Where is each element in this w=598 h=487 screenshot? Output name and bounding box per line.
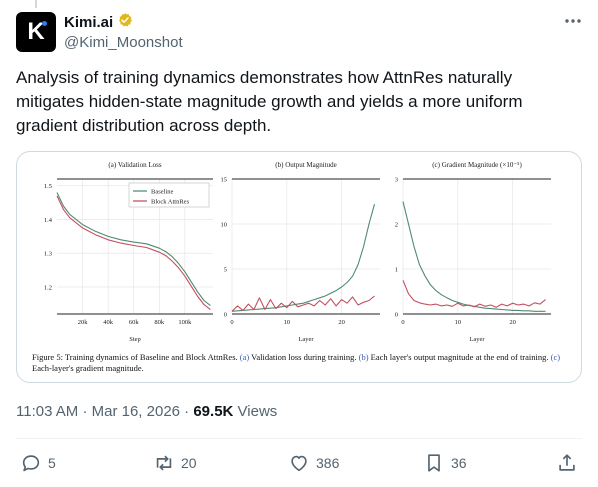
panel-2-x-tick-label: 10 [284,319,291,326]
panel-2-y-tick-label: 0 [224,311,227,318]
panel-1-x-tick-label: 20k [78,319,89,326]
repost-button[interactable]: 20 [153,452,197,474]
panel-1-series-block-attnres [56,195,211,311]
share-button[interactable] [556,452,578,474]
figure-charts: (a) Validation Loss 20k 40k 60k 80k 100k 1.2 1.… [44,161,551,343]
panel-2-x-tick-label: 20 [338,319,345,326]
panel-2-y-tick-label: 15 [221,176,228,183]
caption-tag-b: (b) [358,352,369,362]
panel-3-series-block-attnres [402,280,546,308]
panel-1-y-tick-label: 1.5 [44,183,52,190]
panel-1-legend-label: Baseline [151,188,173,195]
avatar[interactable]: K [16,12,56,52]
like-button[interactable]: 386 [288,452,339,474]
panel-2-series-block-attnres [231,295,375,312]
repost-icon [156,455,172,471]
panel-2-x-axis-label: Layer [298,336,314,343]
figure-caption: Figure 5: Training dynamics of Baseline … [32,352,572,374]
panel-1-legend-box [128,182,210,208]
panel-1-series-baseline [56,192,211,307]
panel-3-y-tick-label: 1 [395,266,398,273]
caption-lead: Figure 5: Training dynamics of Baseline … [32,352,240,362]
reply-count: 5 [48,455,56,471]
panel-1-x-tick-label: 40k [103,319,114,326]
caption-tag-c: (c) [550,352,561,362]
panel-2-y-tick-label: 5 [224,266,227,273]
panel-1-x-tick-label: 60k [129,319,140,326]
thread-connector-line [35,0,37,8]
panel-1-x-tick-label: 80k [154,319,165,326]
views-count: 69.5K [193,403,234,420]
caption-text-b: Each layer's output magnitude at the end… [368,352,551,362]
repost-count: 20 [181,455,197,471]
views-label: Views [237,403,278,420]
bookmark-button[interactable]: 36 [423,452,467,474]
caption-text-c: Each-layer's gradient magnitude. [32,363,144,373]
panel-1-x-axis-label: Step [129,336,141,343]
tweet-media-figure[interactable]: (a) Validation Loss 20k 40k 60k 80k 100k 1.2 1.… [16,151,582,383]
avatar-logo-letter: K [27,18,45,45]
panel-1-x-tick-label: 100k [178,319,192,326]
panel-3-x-tick-label: 20 [509,319,516,326]
caption-text-a: Validation loss during training. [249,352,359,362]
tweet-text: Analysis of training dynamics demonstrat… [16,68,523,135]
panel-1-title: (a) Validation Loss [108,161,161,169]
panel-3-title: (c) Gradient Magnitude (×10⁻⁵) [432,161,522,169]
panel-1-legend-label: Block AttnRes [151,198,190,205]
meta-separator: · [184,403,190,420]
panel-1-y-tick-label: 1.3 [44,251,52,258]
reply-icon [22,455,40,472]
tweet-time[interactable]: 11:03 AM [16,403,79,420]
reply-button[interactable]: 5 [20,452,56,474]
panel-3-y-tick-label: 2 [395,221,398,228]
heart-icon [291,455,307,472]
panel-3-x-axis-label: Layer [469,336,485,343]
avatar-logo-dot [42,21,47,26]
caption-tag-a: (a) [239,352,250,362]
share-icon [559,454,575,471]
panel-2-series-baseline [231,204,376,312]
panel-1-y-tick-label: 1.2 [44,284,52,291]
meta-separator: · [82,403,88,420]
bookmark-count: 36 [451,455,467,471]
bookmark-icon [428,454,440,472]
actions-divider [16,438,582,439]
like-count: 386 [316,455,340,471]
panel-3-x-tick-label: 10 [455,319,462,326]
panel-2-y-tick-label: 10 [221,221,228,228]
author-name-row: Kimi.ai [64,12,133,33]
more-options-icon[interactable] [562,10,584,32]
panel-2-title: (b) Output Magnitude [275,161,336,169]
panel-3-y-tick-label: 0 [395,311,398,318]
panel-1-y-tick-label: 1.4 [44,217,53,224]
panel-3-y-tick-label: 3 [395,176,398,183]
panel-2-x-tick-label: 0 [230,319,233,326]
tweet-meta: 11:03 AM · Mar 16, 2026 · 69.5K Views [16,403,277,420]
verified-badge-icon [117,12,133,33]
panel-3-series-baseline [402,201,546,312]
author-handle[interactable]: @Kimi_Moonshot [64,34,183,51]
panel-3-x-tick-label: 0 [401,319,404,326]
tweet-date[interactable]: Mar 16, 2026 [91,403,180,420]
author-display-name[interactable]: Kimi.ai [64,14,114,31]
